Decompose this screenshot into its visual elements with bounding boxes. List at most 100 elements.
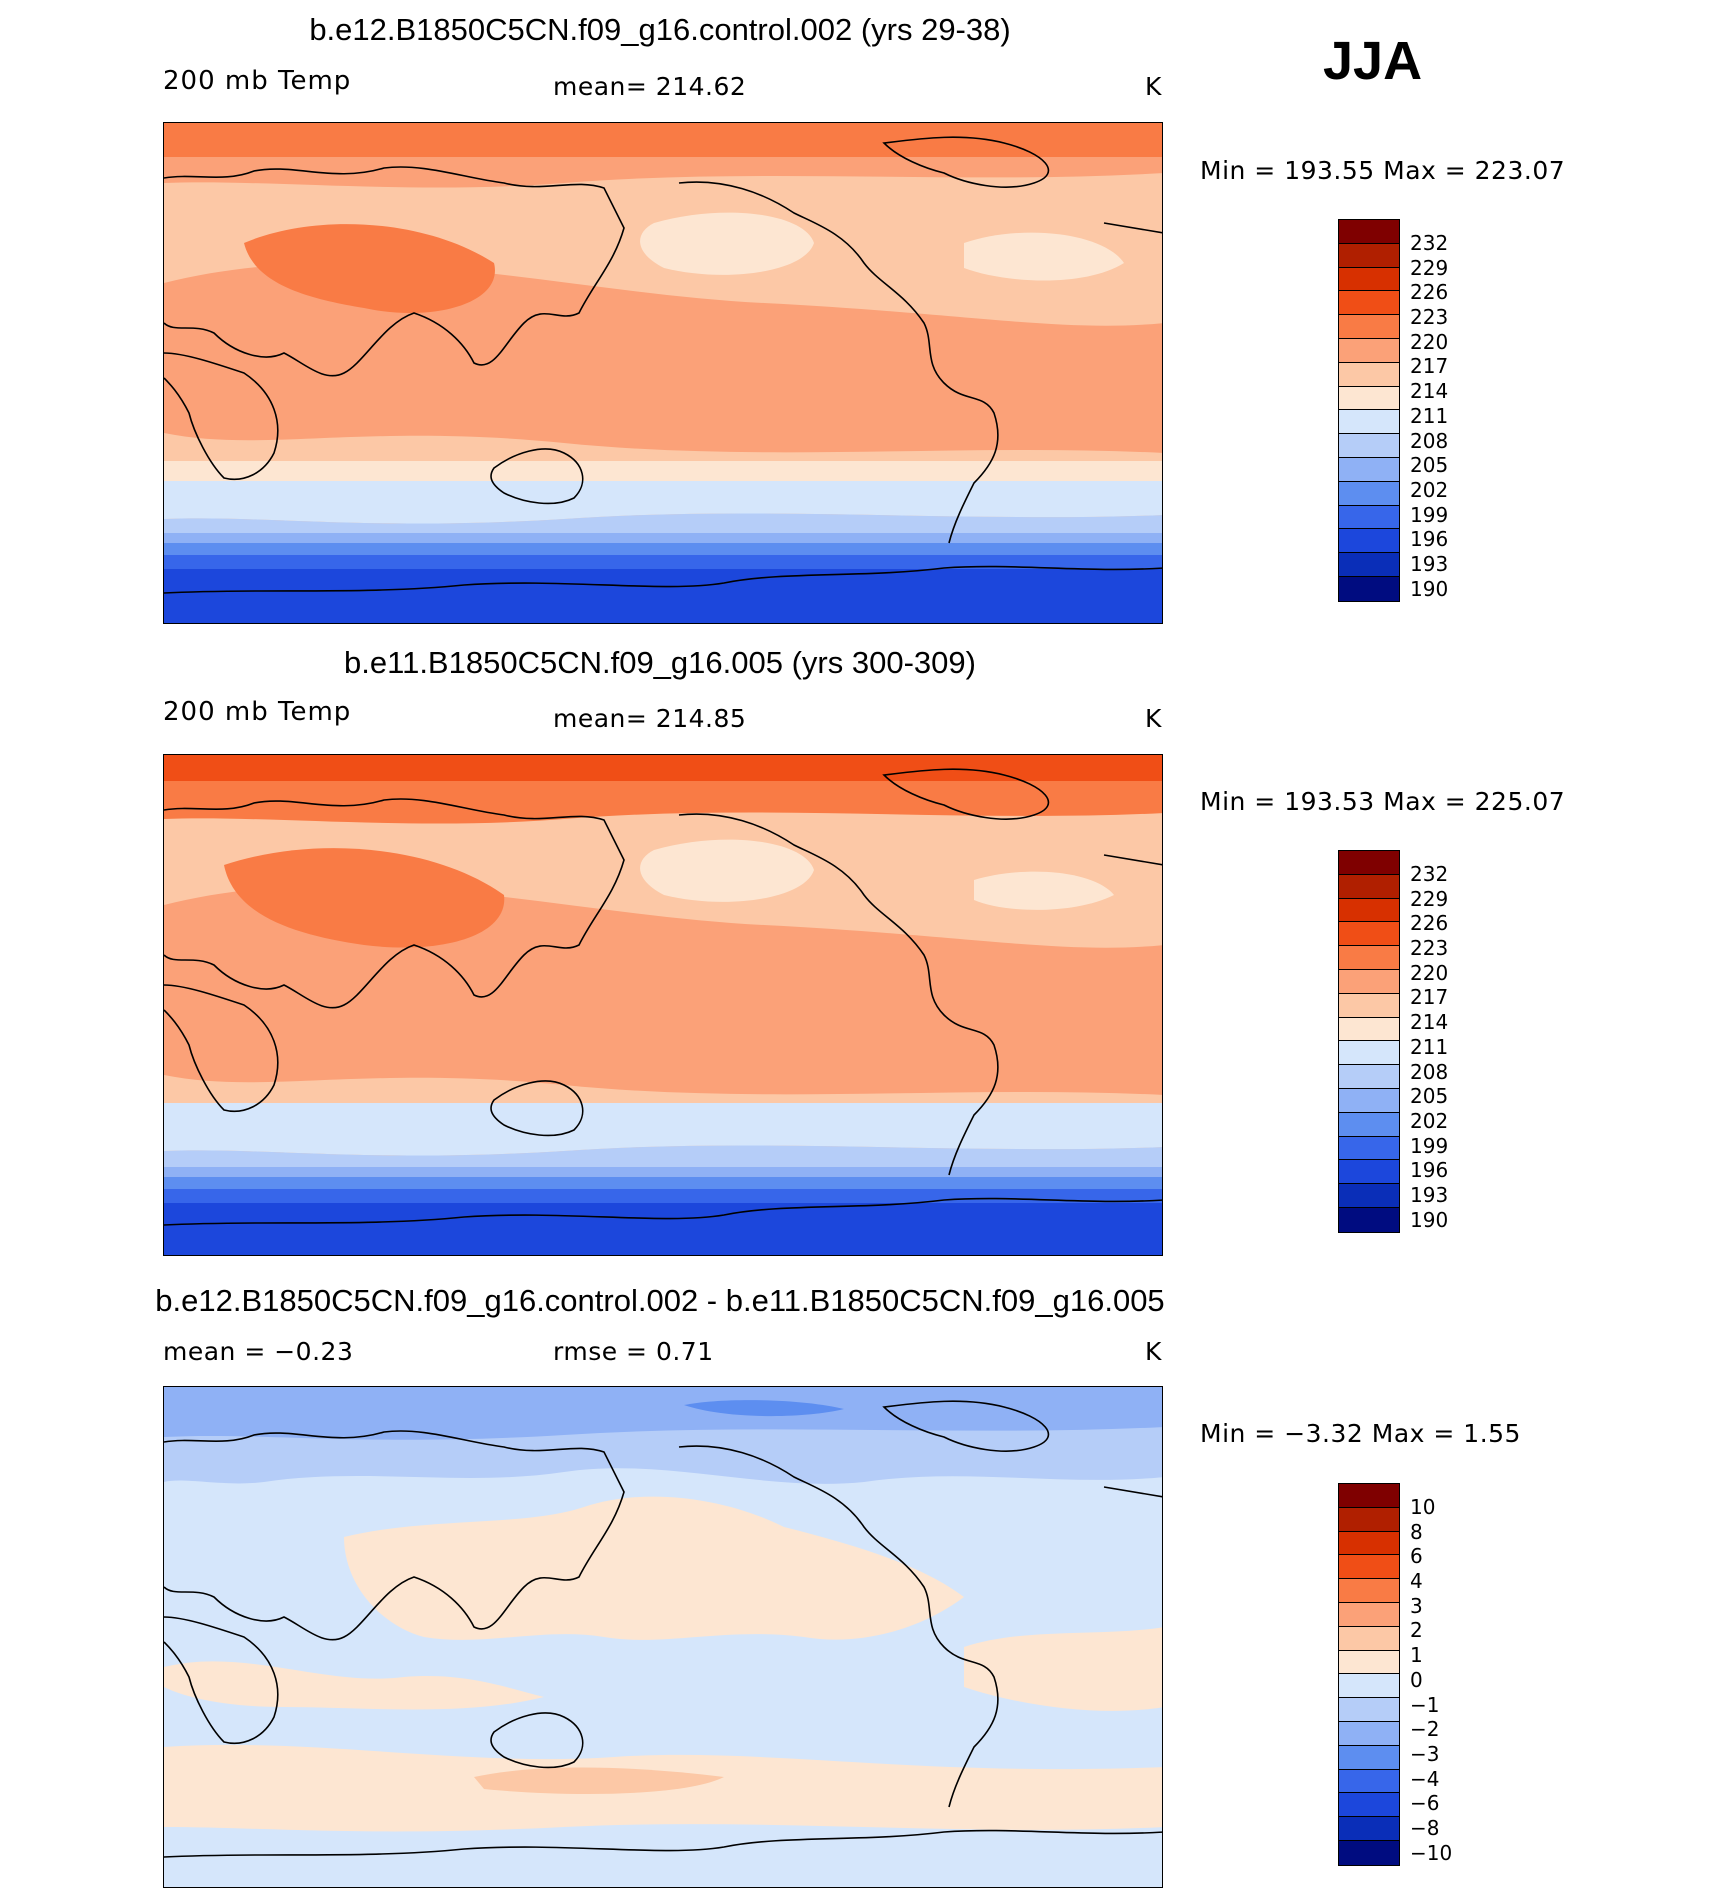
colorbar-box	[1339, 922, 1399, 947]
colorbar-box	[1339, 969, 1399, 994]
colorbar-label: −8	[1410, 1815, 1440, 1840]
panel-1-map	[163, 122, 1163, 624]
colorbar-box	[1339, 386, 1399, 411]
colorbar-box	[1339, 1088, 1399, 1113]
band-205	[164, 513, 1162, 535]
band-202	[164, 533, 1162, 543]
band-199	[164, 1177, 1162, 1189]
panel-3-colorbar	[1338, 1483, 1400, 1866]
colorbar-label: 232	[1410, 231, 1449, 255]
panel-3-units: K	[1145, 1337, 1162, 1366]
colorbar-label: −1	[1410, 1692, 1440, 1717]
colorbar-label: 208	[1410, 428, 1449, 453]
colorbar-label: 223	[1410, 305, 1449, 330]
colorbar-box	[1339, 1674, 1399, 1699]
atlantic-cool-region	[964, 232, 1124, 281]
season-label: JJA	[1323, 31, 1423, 91]
colorbar-box	[1339, 1602, 1399, 1627]
colorbar-box	[1339, 1793, 1399, 1818]
colorbar-label: 220	[1410, 960, 1449, 985]
panel-1-coastlines	[164, 136, 1162, 594]
colorbar-box	[1339, 291, 1399, 316]
colorbar-label: 8	[1410, 1519, 1423, 1544]
colorbar-box	[1339, 267, 1399, 292]
colorbar-box	[1339, 529, 1399, 554]
colorbar-box	[1339, 553, 1399, 577]
colorbar-label: −4	[1410, 1766, 1440, 1791]
arctic-transition	[164, 157, 1162, 188]
panel-3-colorbar-labels: 10 8 6 4 3 2 1 0 −1 −2 −3 −4 −6 −8 −10	[1410, 1495, 1452, 1865]
colorbar-label: 205	[1410, 1084, 1449, 1109]
panel-1-colorbar-labels: 232 229 226 223 220 217 214 211 208 205 …	[1410, 231, 1448, 601]
colorbar-box	[1339, 1840, 1399, 1865]
colorbar-label: 193	[1410, 551, 1449, 576]
colorbar-box	[1339, 1531, 1399, 1556]
indian-ocean-positive-region	[164, 1661, 544, 1710]
panel-2-colorbar-labels: 232 229 226 223 220 217 214 211 208 205 …	[1410, 862, 1448, 1232]
colorbar-label: 4	[1410, 1569, 1423, 1594]
colorbar-label: 229	[1410, 255, 1449, 280]
colorbar-label: 226	[1410, 911, 1449, 936]
colorbar-box	[1339, 1745, 1399, 1770]
colorbar-box	[1339, 481, 1399, 506]
colorbar-label: 2	[1410, 1618, 1423, 1643]
panel-1-minmax: Min = 193.55 Max = 223.07	[1200, 156, 1566, 185]
colorbar-label: 214	[1410, 379, 1449, 404]
colorbar-label: −2	[1410, 1717, 1440, 1742]
colorbar-label: 217	[1410, 354, 1449, 379]
panel-2-title: b.e11.B1850C5CN.f09_g16.005 (yrs 300-309…	[344, 645, 976, 680]
colorbar-box	[1339, 457, 1399, 482]
arctic-warm-band	[164, 123, 1162, 157]
colorbar-box	[1339, 1579, 1399, 1603]
band-199	[164, 543, 1162, 555]
colorbar-box	[1339, 576, 1399, 601]
colorbar-box	[1339, 1507, 1399, 1532]
panel-3-coastlines	[164, 1400, 1162, 1858]
panel-1-units: K	[1145, 72, 1162, 101]
colorbar-box	[1339, 338, 1399, 363]
arctic-minimum-region	[684, 1400, 844, 1417]
band-211	[164, 461, 1162, 481]
colorbar-box	[1339, 1698, 1399, 1722]
colorbar-label: 211	[1410, 403, 1449, 428]
colorbar-label: 202	[1410, 477, 1449, 502]
colorbar-box	[1339, 1017, 1399, 1042]
colorbar-box	[1339, 1207, 1399, 1232]
colorbar-label: 196	[1410, 527, 1449, 552]
colorbar-label: 223	[1410, 936, 1449, 961]
colorbar-label: 3	[1410, 1593, 1423, 1618]
panel-3-title: b.e12.B1850C5CN.f09_g16.control.002 - b.…	[155, 1283, 1165, 1318]
panel-2-units: K	[1145, 704, 1162, 733]
band-202	[164, 1167, 1162, 1177]
atlantic-positive-region	[964, 1627, 1162, 1711]
band-208	[164, 1103, 1162, 1119]
colorbar-box	[1339, 1626, 1399, 1651]
colorbar-label: 214	[1410, 1010, 1449, 1035]
colorbar-box	[1339, 1041, 1399, 1066]
colorbar-box	[1339, 1721, 1399, 1746]
panel-2-map	[163, 754, 1163, 1256]
panel-3-map-svg	[164, 1387, 1162, 1887]
tibet-warm-region	[224, 848, 505, 948]
colorbar-label: 10	[1410, 1495, 1436, 1519]
colorbar-box	[1339, 1065, 1399, 1089]
colorbar-box	[1339, 410, 1399, 435]
colorbar-label: 196	[1410, 1158, 1449, 1183]
colorbar-box	[1339, 1769, 1399, 1794]
colorbar-label: 193	[1410, 1182, 1449, 1207]
colorbar-box	[1339, 874, 1399, 899]
colorbar-label: 232	[1410, 862, 1449, 886]
arctic-hot-band	[164, 755, 1162, 781]
pacific-cool-region	[640, 839, 814, 902]
panel-2-map-svg	[164, 755, 1162, 1255]
colorbar-box	[1339, 898, 1399, 923]
colorbar-label: 6	[1410, 1544, 1423, 1569]
colorbar-box	[1339, 851, 1399, 875]
panel-2-variable: 200 mb Temp	[163, 697, 352, 727]
band-193	[164, 1203, 1162, 1255]
colorbar-box	[1339, 220, 1399, 244]
panel-3-map	[163, 1386, 1163, 1888]
colorbar-box	[1339, 1136, 1399, 1161]
colorbar-box	[1339, 993, 1399, 1018]
pacific-positive-region	[344, 1496, 964, 1640]
